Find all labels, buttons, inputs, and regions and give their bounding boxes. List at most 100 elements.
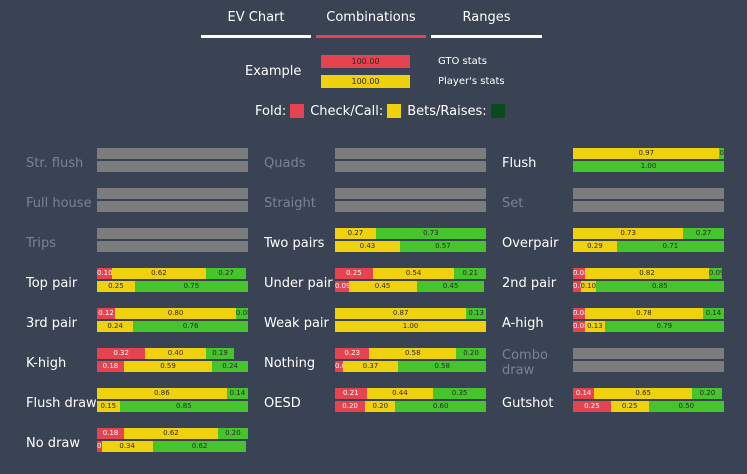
bet-segment: 0.62 bbox=[152, 441, 247, 452]
combo-under-pair: Under pair 0.25 0.54 0.21 0.09 0.45 0.45 bbox=[264, 268, 489, 298]
call-segment: 0.34 bbox=[101, 441, 153, 452]
combo-bars: 0.32 0.40 0.19 0.18 0.59 0.24 bbox=[97, 348, 248, 373]
bet-segment: 1.00 bbox=[573, 161, 724, 172]
bet-segment: 0.20 bbox=[692, 388, 723, 399]
bet-segment: 0.13 bbox=[466, 308, 486, 319]
fold-segment: 0.20 bbox=[335, 401, 366, 412]
call-segment: 0.65 bbox=[594, 388, 693, 399]
bet-segment: 0.08 bbox=[235, 308, 248, 319]
gto-stats-bar: 0.27 0.73 bbox=[335, 228, 486, 239]
combo-two-pairs: Two pairs 0.27 0.73 0.43 0.57 bbox=[264, 228, 489, 258]
combo-bars: 0.970.03 1.00 bbox=[573, 148, 724, 173]
combo-bars: 0.120.800.08 0.240.76 bbox=[97, 308, 248, 333]
gto-stats-bar: 0.21 0.44 0.35 bbox=[335, 388, 486, 399]
gto-stats-bar bbox=[573, 348, 724, 359]
call-segment: 0.58 bbox=[369, 348, 457, 359]
combo-label: No draw bbox=[26, 435, 81, 451]
bet-legend-label: Bets/Raises: bbox=[407, 103, 487, 119]
call-segment: 0.27 bbox=[335, 228, 376, 239]
fold-segment: 0.18 bbox=[97, 428, 125, 439]
call-segment: 1.00 bbox=[335, 321, 486, 332]
combo-bars: 0.21 0.44 0.35 0.20 0.20 0.60 bbox=[335, 388, 486, 413]
bet-segment: 0.73 bbox=[375, 228, 486, 239]
fold-segment: 0.25 bbox=[335, 268, 373, 279]
fold-segment: 0.05 bbox=[335, 361, 343, 372]
gto-stats-bar: 0.18 0.62 0.20 bbox=[97, 428, 248, 439]
player-stats-bar: 0.25 0.25 0.50 bbox=[573, 401, 724, 412]
combo-label: Str. flush bbox=[26, 155, 84, 171]
player-stats-bar bbox=[335, 161, 486, 172]
gto-stats-bar: 0.080.780.14 bbox=[573, 308, 724, 319]
gto-stats-bar: 0.87 0.13 bbox=[335, 308, 486, 319]
gto-stats-bar bbox=[97, 148, 248, 159]
combo-label: K-high bbox=[26, 355, 67, 371]
tab-ev-chart[interactable]: EV Chart bbox=[201, 0, 311, 38]
combo-str-flush: Str. flush bbox=[26, 148, 251, 178]
fold-segment: 0.23 bbox=[335, 348, 370, 359]
fold-segment: 0.21 bbox=[335, 388, 367, 399]
tab-combinations[interactable]: Combinations bbox=[316, 0, 426, 38]
player-stats-bar: 0.080.130.79 bbox=[573, 321, 724, 332]
combo-label: Two pairs bbox=[264, 235, 325, 251]
fold-segment: 0.32 bbox=[97, 348, 146, 359]
gto-stats-bar: 0.120.800.08 bbox=[97, 308, 248, 319]
call-segment: 0.29 bbox=[573, 241, 617, 252]
fold-segment: 0.09 bbox=[335, 281, 349, 292]
combo-bars bbox=[97, 228, 248, 253]
gto-stats-bar: 0.86 0.14 bbox=[97, 388, 248, 399]
combo-bars: 0.180.620.200.030.340.62 bbox=[97, 428, 248, 453]
bet-segment: 0.21 bbox=[454, 268, 486, 279]
player-stats-bar bbox=[97, 161, 248, 172]
combo-label: 2nd pair bbox=[502, 275, 557, 291]
call-segment: 0.86 bbox=[97, 388, 227, 399]
combo-bars: 0.27 0.73 0.43 0.57 bbox=[335, 228, 486, 253]
bet-segment: 0.50 bbox=[648, 401, 724, 412]
combo-set: Set bbox=[502, 188, 727, 218]
fold-segment: 0.08 bbox=[573, 268, 586, 279]
bet-segment: 0.14 bbox=[226, 388, 248, 399]
fold-segment: 0.18 bbox=[97, 361, 124, 372]
bet-segment: 0.27 bbox=[683, 228, 724, 239]
bet-segment: 0.45 bbox=[416, 281, 485, 292]
call-segment: 0.20 bbox=[365, 401, 396, 412]
bet-segment: 0.09 bbox=[708, 268, 723, 279]
combo-label: Flush draw bbox=[26, 395, 97, 411]
combo-top-pair: Top pair 0.10 0.62 0.27 0.25 0.75 bbox=[26, 268, 251, 298]
player-stats-bar: 0.20 0.20 0.60 bbox=[335, 401, 486, 412]
combo-label: Under pair bbox=[264, 275, 333, 291]
bet-segment: 0.20 bbox=[456, 348, 486, 359]
combo-label: Straight bbox=[264, 195, 316, 211]
call-swatch bbox=[387, 104, 402, 118]
call-segment: 0.24 bbox=[97, 321, 134, 332]
tab-ranges[interactable]: Ranges bbox=[431, 0, 542, 38]
example-player-bar: 100.00 bbox=[321, 75, 410, 88]
player-stats-bar: 0.24 0.76 bbox=[97, 321, 248, 332]
bet-segment: 0.71 bbox=[616, 241, 724, 252]
gto-stats-bar: 0.73 0.27 bbox=[573, 228, 724, 239]
example-label: Example bbox=[245, 64, 302, 79]
bet-swatch bbox=[490, 104, 505, 118]
combo-label: Weak pair bbox=[264, 315, 329, 331]
combo-2nd-pair: 2nd pair 0.080.820.09 0.050.100.85 bbox=[502, 268, 727, 298]
combo-bars bbox=[97, 188, 248, 213]
fold-segment: 0.08 bbox=[573, 308, 586, 319]
call-legend-label: Check/Call: bbox=[310, 103, 384, 119]
combo-bars: 0.73 0.27 0.29 0.71 bbox=[573, 228, 724, 253]
combo-bars bbox=[97, 148, 248, 173]
player-stats-bar: 1.00 bbox=[335, 321, 486, 332]
bet-segment: 0.24 bbox=[212, 361, 248, 372]
combo-bars: 0.10 0.62 0.27 0.25 0.75 bbox=[97, 268, 248, 293]
call-segment: 0.59 bbox=[123, 361, 213, 372]
player-stats-bar: 0.050.370.58 bbox=[335, 361, 486, 372]
bet-segment: 0.79 bbox=[604, 321, 724, 332]
bet-segment: 0.57 bbox=[399, 241, 486, 252]
player-stats-bar bbox=[97, 201, 248, 212]
combo-trips: Trips bbox=[26, 228, 251, 258]
combo-label: Full house bbox=[26, 195, 92, 211]
player-stats-bar: 0.43 0.57 bbox=[335, 241, 486, 252]
combo-bars bbox=[335, 148, 486, 173]
gto-stats-bar: 0.10 0.62 0.27 bbox=[97, 268, 248, 279]
fold-segment: 0.12 bbox=[97, 308, 116, 319]
fold-segment: 0.08 bbox=[573, 321, 586, 332]
